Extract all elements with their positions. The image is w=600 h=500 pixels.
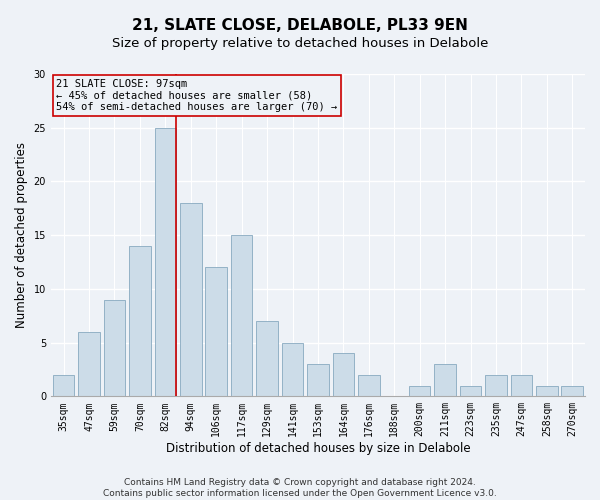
Bar bbox=[434, 364, 456, 396]
Bar bbox=[536, 386, 557, 396]
X-axis label: Distribution of detached houses by size in Delabole: Distribution of detached houses by size … bbox=[166, 442, 470, 455]
Bar bbox=[460, 386, 481, 396]
Bar bbox=[409, 386, 430, 396]
Bar bbox=[485, 375, 507, 396]
Bar bbox=[256, 321, 278, 396]
Bar bbox=[104, 300, 125, 396]
Bar bbox=[205, 268, 227, 396]
Bar bbox=[78, 332, 100, 396]
Bar bbox=[511, 375, 532, 396]
Text: 21, SLATE CLOSE, DELABOLE, PL33 9EN: 21, SLATE CLOSE, DELABOLE, PL33 9EN bbox=[132, 18, 468, 32]
Bar bbox=[155, 128, 176, 396]
Bar bbox=[282, 342, 304, 396]
Text: Size of property relative to detached houses in Delabole: Size of property relative to detached ho… bbox=[112, 38, 488, 51]
Text: 21 SLATE CLOSE: 97sqm
← 45% of detached houses are smaller (58)
54% of semi-deta: 21 SLATE CLOSE: 97sqm ← 45% of detached … bbox=[56, 79, 338, 112]
Bar bbox=[129, 246, 151, 396]
Y-axis label: Number of detached properties: Number of detached properties bbox=[15, 142, 28, 328]
Bar bbox=[231, 235, 253, 396]
Bar bbox=[562, 386, 583, 396]
Bar bbox=[180, 203, 202, 396]
Bar bbox=[307, 364, 329, 396]
Bar bbox=[332, 354, 354, 397]
Text: Contains HM Land Registry data © Crown copyright and database right 2024.
Contai: Contains HM Land Registry data © Crown c… bbox=[103, 478, 497, 498]
Bar bbox=[53, 375, 74, 396]
Bar bbox=[358, 375, 380, 396]
